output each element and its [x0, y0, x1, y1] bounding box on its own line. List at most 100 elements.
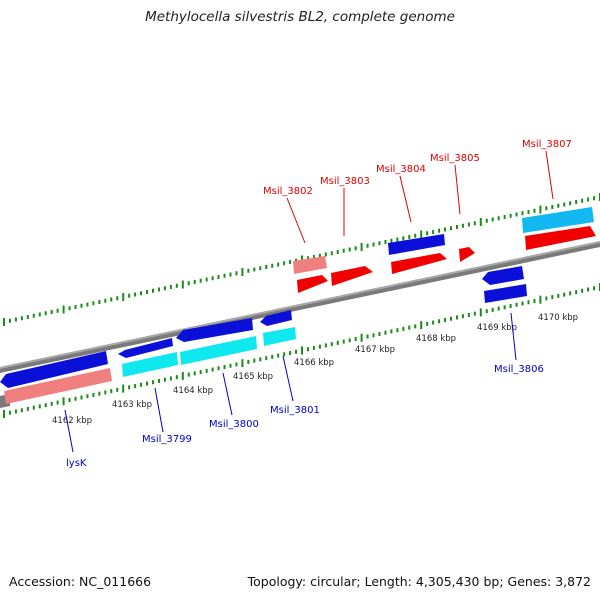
lower-track-tick	[515, 302, 518, 307]
upper-track-tick	[193, 280, 196, 284]
lower-track-tick	[80, 395, 83, 400]
accession-text: Accession: NC_011666	[9, 574, 152, 589]
lower-track-tick	[44, 403, 47, 408]
lower-track-tick	[521, 301, 524, 306]
lower-track-tick	[450, 316, 452, 321]
gene-arrow-left-blue[interactable]	[0, 351, 108, 388]
gene-arrow-msil3804-blue[interactable]	[388, 234, 445, 255]
upper-track-tick	[122, 293, 125, 301]
gene-features-lower	[4, 207, 596, 404]
gene-label-msil3805: Msil_3805	[430, 153, 480, 164]
lower-track-tick	[527, 300, 530, 305]
gene-arrow-msil3803-red[interactable]	[331, 266, 373, 286]
upper-track-tick	[306, 256, 309, 261]
upper-track-tick	[235, 271, 238, 276]
lower-track-tick	[533, 298, 536, 303]
upper-track-tick	[563, 202, 566, 207]
upper-track-tick	[128, 293, 131, 298]
lower-track-tick	[491, 307, 494, 312]
upper-track-tick	[408, 235, 411, 239]
upper-track-tick	[229, 272, 232, 277]
gene-label-msil3807: Msil_3807	[522, 139, 572, 150]
lower-track-tick	[551, 295, 554, 300]
tick-tracks	[3, 193, 600, 418]
upper-track-tick	[426, 231, 429, 236]
lower-track-tick	[265, 356, 268, 361]
lower-track-tick	[557, 293, 560, 298]
upper-track-tick	[503, 215, 506, 219]
lower-track-tick	[38, 404, 41, 409]
upper-track-tick	[366, 243, 369, 248]
upper-track-tick	[342, 248, 345, 253]
upper-track-tick	[217, 275, 220, 279]
gene-arrow-msil3799-cyan[interactable]	[122, 352, 178, 377]
lower-track-tick	[378, 331, 381, 336]
gene-arrow-left-pink[interactable]	[4, 368, 112, 404]
lower-track-tick	[181, 371, 184, 380]
lower-track-tick	[163, 377, 166, 382]
upper-track-tick	[533, 208, 536, 213]
lower-track-tick	[32, 405, 35, 410]
upper-track-tick	[74, 305, 77, 309]
upper-track-tick	[241, 268, 244, 276]
upper-track-tick	[134, 292, 137, 297]
gene-arrow-msil3804-red[interactable]	[391, 253, 447, 274]
upper-track-tick	[116, 296, 119, 301]
gene-arrow-msil3801-blue[interactable]	[260, 310, 292, 326]
lower-track-tick	[62, 397, 65, 406]
lower-track-tick	[92, 392, 95, 397]
gene-arrow-msil3801-cyan[interactable]	[263, 327, 296, 346]
lower-track-tick	[68, 398, 71, 403]
upper-track-tick	[301, 255, 303, 264]
gene-arrow-msil3805-red[interactable]	[459, 247, 475, 262]
gene-arrow-msil3802-red[interactable]	[297, 275, 328, 293]
upper-track-tick	[336, 250, 339, 254]
upper-track-tick	[253, 267, 256, 272]
gene-arrow-msil3807-lightblue[interactable]	[522, 207, 594, 233]
upper-track-tick	[146, 290, 149, 294]
lower-track-tick	[140, 382, 143, 387]
upper-track-tick	[247, 268, 250, 273]
upper-track-tick	[521, 211, 524, 216]
kbp-label-4170: 4170 kbp	[538, 313, 578, 323]
lower-track-tick	[8, 410, 11, 415]
lower-track-tick	[539, 295, 542, 304]
upper-track-tick	[152, 288, 154, 293]
kbp-label-4168: 4168 kbp	[416, 334, 456, 344]
upper-track-tick	[56, 308, 59, 313]
lower-track-tick	[86, 394, 89, 399]
gene-label-msil3803: Msil_3803	[320, 176, 370, 187]
gene-arrow-msil3806b-blue[interactable]	[484, 284, 527, 303]
gene-arrow-msil3799-blue[interactable]	[118, 338, 173, 358]
lower-track-tick	[211, 367, 214, 372]
gene-arrow-msil3800-blue[interactable]	[176, 318, 253, 342]
top-gene-labels: Msil_3802 Msil_3803 Msil_3804 Msil_3805 …	[263, 139, 572, 197]
upper-track-tick	[569, 201, 572, 206]
gene-label-lysk: lysK	[66, 458, 87, 469]
lower-track-tick	[98, 391, 101, 396]
lower-track-tick	[253, 358, 256, 363]
lower-track-tick	[217, 366, 220, 371]
lower-track-tick	[444, 318, 447, 323]
lower-track-tick	[193, 371, 196, 376]
upper-track-tick	[539, 205, 542, 214]
lower-track-tick	[295, 349, 298, 354]
gene-arrow-msil3802-pink[interactable]	[293, 256, 327, 274]
lower-track-tick	[408, 325, 411, 330]
upper-track-tick	[26, 315, 29, 319]
lower-track-tick	[301, 346, 303, 355]
upper-track-tick	[318, 253, 321, 258]
upper-track-tick	[509, 213, 512, 218]
lower-track-tick	[20, 408, 23, 413]
gene-arrow-msil3806-blue[interactable]	[482, 266, 524, 285]
lower-track-tick	[563, 292, 566, 297]
lower-track-tick	[205, 368, 208, 373]
upper-track-tick	[289, 260, 292, 264]
upper-track-tick	[8, 318, 11, 323]
lower-track-tick	[384, 330, 387, 335]
upper-track-tick	[169, 285, 172, 289]
gene-arrow-msil3800-cyan[interactable]	[180, 336, 257, 365]
gene-arrow-msil3807-red[interactable]	[525, 226, 596, 250]
lower-track-tick	[50, 401, 53, 406]
lower-track-tick	[271, 354, 274, 359]
